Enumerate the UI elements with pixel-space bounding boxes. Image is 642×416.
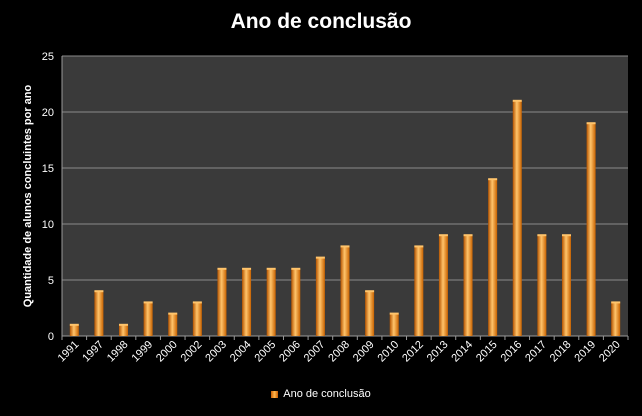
- bar: [561, 235, 571, 336]
- bar: [94, 291, 104, 336]
- x-tick-label: 2002: [179, 339, 205, 365]
- x-tick-label: 2018: [548, 339, 574, 365]
- chart-title: Ano de conclusão: [230, 10, 412, 33]
- bar-cap: [586, 122, 596, 125]
- bar: [512, 100, 522, 336]
- x-tick-labels: 1991199719981999200020022003200420052006…: [56, 336, 629, 365]
- bar: [315, 257, 325, 336]
- bar: [266, 268, 276, 336]
- y-tick-label: 10: [42, 219, 54, 231]
- bar-cap: [463, 234, 473, 237]
- bar: [365, 291, 375, 336]
- bar-cap: [242, 267, 252, 270]
- x-tick-label: 2019: [572, 339, 598, 365]
- bar-cap: [537, 234, 547, 237]
- y-tick-label: 15: [42, 163, 54, 175]
- bar: [414, 246, 424, 336]
- x-tick-label: 2008: [326, 339, 352, 365]
- bar-cap: [69, 323, 79, 326]
- bar-cap: [365, 290, 375, 293]
- bar-cap: [143, 301, 153, 304]
- bar: [488, 179, 498, 336]
- bar-cap: [389, 312, 399, 315]
- bar-cap: [192, 301, 202, 304]
- bar-cap: [168, 312, 178, 315]
- bar-cap: [340, 245, 350, 248]
- bar-cap: [94, 290, 104, 293]
- bar-cap: [119, 323, 129, 326]
- bar: [463, 235, 473, 336]
- x-tick-label: 2006: [277, 339, 303, 365]
- x-tick-label: 1998: [105, 339, 131, 365]
- bar: [168, 313, 178, 336]
- x-tick-label: 2014: [449, 339, 475, 365]
- bar: [389, 313, 399, 336]
- x-tick-label: 2000: [154, 339, 180, 365]
- bar: [192, 302, 202, 336]
- bar: [291, 268, 301, 336]
- x-tick-label: 2013: [425, 339, 451, 365]
- bar: [340, 246, 350, 336]
- y-tick-label: 0: [48, 331, 54, 343]
- bar-cap: [266, 267, 276, 270]
- x-tick-label: 2012: [400, 339, 426, 365]
- bar-cap: [315, 256, 325, 259]
- x-tick-label: 2004: [228, 339, 254, 365]
- legend: Ano de conclusão: [0, 388, 642, 400]
- bar: [537, 235, 547, 336]
- legend-swatch: [271, 390, 279, 398]
- x-tick-label: 1999: [129, 339, 155, 365]
- y-tick-labels: 0 5 10 15 20 25: [42, 51, 54, 343]
- bar-cap: [438, 234, 448, 237]
- x-tick-label: 2016: [499, 339, 525, 365]
- legend-label: Ano de conclusão: [283, 388, 371, 400]
- bar: [143, 302, 153, 336]
- x-tick-label: 2015: [474, 339, 500, 365]
- y-axis-label: Quantidade de alunos concluintes por ano: [22, 84, 34, 307]
- bar-cap: [488, 178, 498, 181]
- y-tick-label: 25: [42, 51, 54, 63]
- bar: [69, 324, 79, 336]
- x-tick-label: 2009: [351, 339, 377, 365]
- bar: [438, 235, 448, 336]
- bar-cap: [561, 234, 571, 237]
- x-tick-label: 1991: [56, 339, 82, 365]
- bar-cap: [611, 301, 621, 304]
- x-tick-label: 2017: [523, 339, 549, 365]
- x-tick-label: 2010: [376, 339, 402, 365]
- bar: [586, 123, 596, 336]
- x-tick-label: 2005: [252, 339, 278, 365]
- bar: [217, 268, 227, 336]
- bar: [242, 268, 252, 336]
- bar-cap: [291, 267, 301, 270]
- y-tick-label: 20: [42, 107, 54, 119]
- x-tick-label: 2007: [302, 339, 328, 365]
- x-tick-label: 2003: [203, 339, 229, 365]
- bar: [119, 324, 129, 336]
- bar: [611, 302, 621, 336]
- y-tick-label: 5: [48, 275, 54, 287]
- bar-cap: [512, 99, 522, 102]
- bar-cap: [414, 245, 424, 248]
- bar-cap: [217, 267, 227, 270]
- x-tick-label: 1997: [80, 339, 106, 365]
- x-tick-label: 2020: [597, 339, 623, 365]
- bars: [69, 99, 621, 336]
